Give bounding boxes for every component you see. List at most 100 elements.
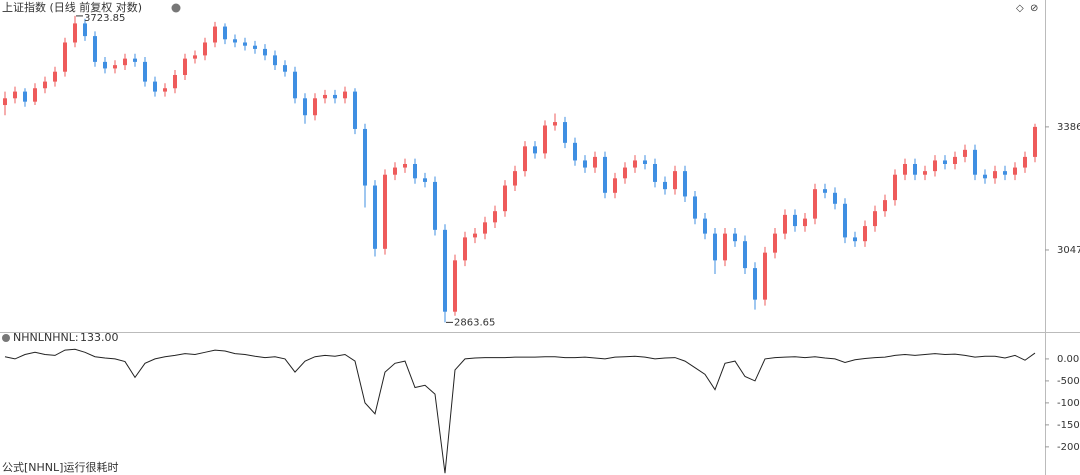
candle-body <box>1013 167 1017 175</box>
candle-body <box>333 94 337 99</box>
candle-body <box>753 268 757 300</box>
y-tick-label: -2000 <box>1057 442 1080 453</box>
candle-body <box>343 91 347 99</box>
candle-body <box>783 214 787 234</box>
candle-body <box>263 48 267 56</box>
candle-body <box>383 174 387 249</box>
candle-body <box>323 94 327 99</box>
candle-body <box>553 122 557 126</box>
candle-body <box>73 23 77 43</box>
candle-body <box>183 58 187 75</box>
y-tick-label: -500.0 <box>1057 376 1080 387</box>
candle-body <box>203 42 207 56</box>
candle-body <box>173 74 177 89</box>
candle-body <box>63 42 67 72</box>
candle-body <box>903 163 907 175</box>
candle-body <box>963 149 967 157</box>
candle-body <box>103 61 107 69</box>
candle-body <box>533 146 537 154</box>
candle-body <box>523 146 527 172</box>
candle-body <box>233 39 237 43</box>
candle-body <box>223 26 227 40</box>
candle-body <box>373 185 377 249</box>
candle-body <box>483 222 487 234</box>
candle-body <box>833 192 837 204</box>
candle-body <box>593 156 597 168</box>
candle-body <box>253 45 257 49</box>
candle-body <box>853 237 857 242</box>
candle-body <box>823 189 827 193</box>
candle-body <box>973 149 977 175</box>
candle-body <box>413 163 417 179</box>
candle-body <box>893 174 897 201</box>
candle-body <box>363 128 367 186</box>
candle-body <box>1033 126 1037 157</box>
candle-body <box>803 218 807 227</box>
candle-body <box>843 203 847 238</box>
candle-body <box>573 142 577 161</box>
candle-body <box>463 237 467 261</box>
candle-body <box>113 65 117 69</box>
candle-body <box>693 196 697 219</box>
candle-body <box>543 125 547 154</box>
candle-body <box>733 233 737 242</box>
candle-body <box>713 233 717 261</box>
candle-body <box>603 156 607 193</box>
candle-body <box>883 200 887 212</box>
candle-body <box>303 98 307 116</box>
candle-body <box>193 55 197 59</box>
candle-body <box>153 81 157 92</box>
candle-body <box>393 167 397 175</box>
candle-body <box>513 171 517 186</box>
legend-value: 133.00 <box>80 331 119 344</box>
candle-body <box>773 233 777 253</box>
candle-body <box>663 181 667 190</box>
candle-body <box>933 160 937 172</box>
indicator-title: NHNL <box>13 331 45 344</box>
candle-body <box>673 171 677 190</box>
candle-body <box>623 167 627 179</box>
settings-icon[interactable] <box>2 334 10 342</box>
candle-body <box>423 178 427 182</box>
candle-body <box>453 260 457 312</box>
y-tick-label: 3386 <box>1057 122 1080 133</box>
candle-body <box>613 178 617 193</box>
y-tick-label: -1500 <box>1057 420 1080 431</box>
candle-body <box>293 71 297 99</box>
y-tick-label: 0.00 <box>1057 354 1079 365</box>
diamond-icon[interactable]: ◇ <box>1016 3 1024 14</box>
candle-body <box>923 171 927 175</box>
candle-body <box>813 189 817 219</box>
indicator-line <box>4 348 1036 474</box>
candle-body <box>83 23 87 37</box>
chart-title: 上证指数 (日线 前复权 对数) <box>2 0 142 14</box>
candle-body <box>943 160 947 164</box>
candle-body <box>53 71 57 82</box>
candle-body <box>643 160 647 164</box>
candle-body <box>143 61 147 82</box>
candle-body <box>913 163 917 175</box>
candle-body <box>33 88 37 102</box>
candle-body <box>403 163 407 168</box>
candle-body <box>503 185 507 212</box>
candle-body <box>273 55 277 66</box>
notice: 公式[NHNL]运行很耗时 <box>2 460 118 474</box>
candle-body <box>93 36 97 62</box>
candle-body <box>1023 156 1027 168</box>
candle-body <box>1003 171 1007 175</box>
candle-body <box>493 211 497 223</box>
candle-body <box>133 58 137 62</box>
close-icon[interactable]: ⊘ <box>1030 3 1038 14</box>
candle-body <box>723 233 727 261</box>
candle-body <box>3 98 7 106</box>
candle-body <box>683 171 687 197</box>
candle-body <box>23 91 27 102</box>
candle-body <box>43 81 47 89</box>
candle-body <box>443 229 447 312</box>
candle-body <box>123 58 127 66</box>
legend-label: NHNL: <box>44 331 79 344</box>
candle-body <box>283 65 287 72</box>
settings-icon[interactable] <box>171 3 181 13</box>
